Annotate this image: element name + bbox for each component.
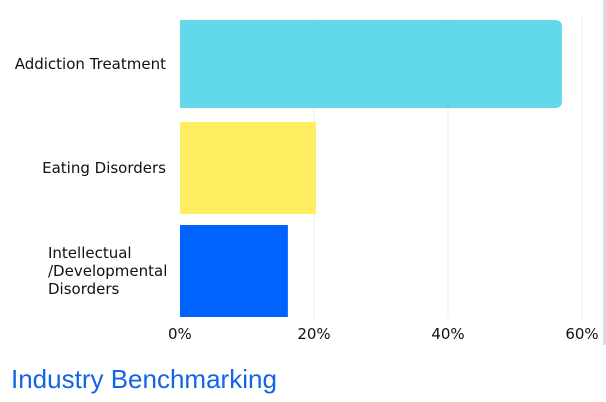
category-label: Intellectual/Developmental Disorders	[48, 244, 167, 298]
category-label: Eating Disorders	[42, 159, 166, 177]
chart-svg: Addiction Treatment Eating Disorders Intel…	[15, 18, 599, 343]
bar-corner-fill	[180, 20, 190, 108]
bar	[180, 225, 288, 317]
x-tick-label: 60%	[565, 325, 598, 343]
section-heading: Industry Benchmarking	[11, 364, 277, 394]
bar-chart: Addiction Treatment Eating Disorders Intel…	[15, 18, 599, 343]
scroll-edge	[603, 0, 606, 345]
category-label: Addiction Treatment	[15, 55, 166, 73]
x-tick-label: 0%	[168, 325, 192, 343]
x-tick-label: 40%	[431, 325, 464, 343]
bar	[180, 20, 562, 108]
x-tick-label: 20%	[297, 325, 330, 343]
bar	[180, 122, 317, 214]
